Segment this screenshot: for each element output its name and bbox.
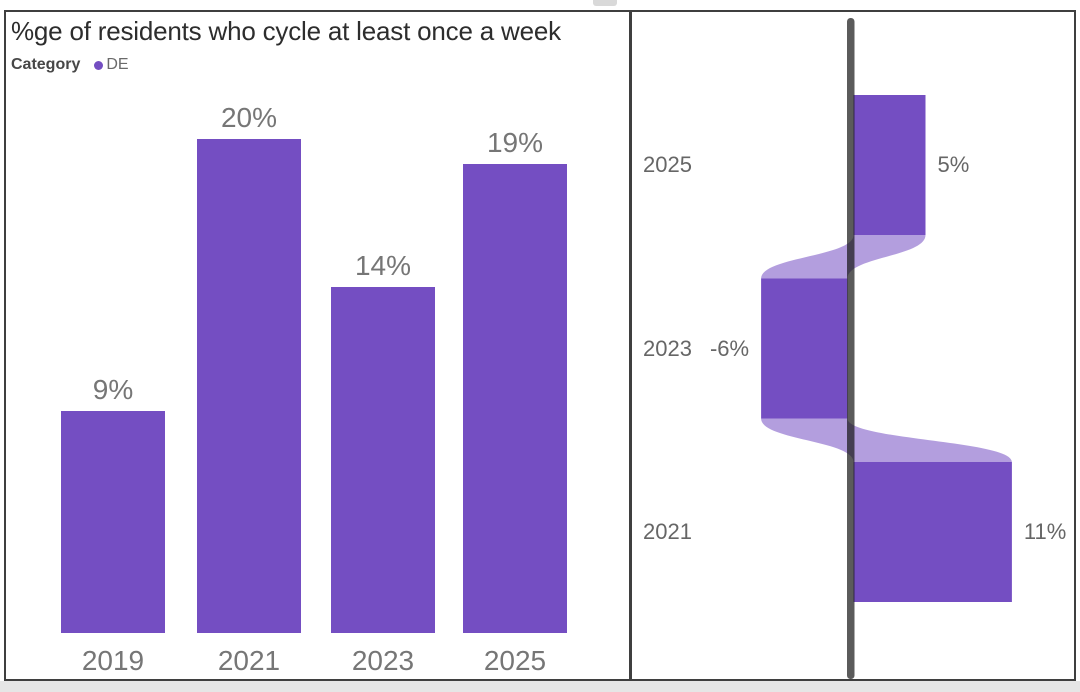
bar-2019[interactable] (61, 410, 165, 633)
ribbon-band-2021[interactable] (853, 462, 1012, 602)
ribbon-band-2023[interactable] (761, 278, 848, 419)
chart-legend: Category DE (11, 56, 129, 74)
category-label: 2023 (643, 335, 692, 361)
ribbon-plot-area (761, 18, 1012, 679)
bar-value-label: 20% (220, 102, 278, 133)
category-label: 2025 (643, 152, 692, 177)
column-plot-area: 9% 2019 20% 2021 14% 2023 19% 2025 (6, 12, 629, 679)
value-label: 11% (1023, 519, 1067, 544)
x-axis-label: 2023 (351, 645, 415, 676)
report-frame: %ge of residents who cycle at least once… (4, 10, 1076, 681)
ribbon-chart-panel: 2025 5% 2023 -6% 2021 11% (632, 12, 1074, 679)
bar-2023[interactable] (331, 287, 435, 633)
ribbon-connector (761, 418, 1012, 462)
bar-value-label: 19% (486, 126, 544, 158)
category-label: 2021 (643, 519, 692, 544)
column-chart-panel: %ge of residents who cycle at least once… (6, 12, 629, 679)
x-axis-label: 2019 (81, 645, 145, 676)
legend-series-label[interactable]: DE (106, 56, 129, 73)
window-artifact (593, 0, 617, 6)
bar-value-label: 14% (354, 250, 412, 282)
ribbon-band-2025[interactable] (853, 95, 926, 235)
ribbon-label-layer: 2025 5% 2023 -6% 2021 11% (632, 12, 1074, 679)
legend-field-label: Category (11, 56, 81, 73)
bar-value-label: 9% (92, 373, 134, 405)
legend-marker-icon (94, 60, 104, 70)
panel-divider (629, 12, 632, 679)
value-label: 5% (937, 152, 970, 177)
baseline-axis-line (847, 18, 855, 679)
bar-2025[interactable] (463, 163, 567, 633)
value-label: -6% (709, 335, 750, 361)
page-bottom-strip (0, 681, 1080, 692)
x-axis-label: 2025 (483, 645, 547, 676)
bar-2021[interactable] (197, 139, 301, 633)
ribbon-connector (761, 235, 926, 279)
x-axis-label: 2021 (217, 645, 281, 676)
chart-title: %ge of residents who cycle at least once… (11, 16, 561, 46)
